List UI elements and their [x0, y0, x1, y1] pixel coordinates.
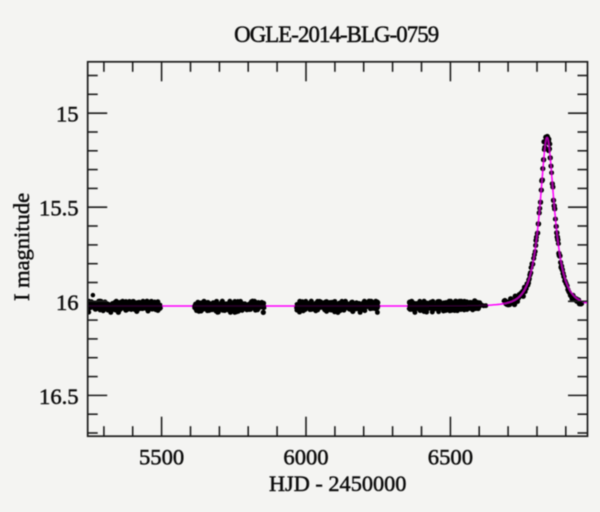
svg-text:OGLE-2014-BLG-0759: OGLE-2014-BLG-0759: [234, 22, 439, 47]
svg-text:6500: 6500: [428, 445, 473, 470]
svg-text:I magnitude: I magnitude: [9, 193, 34, 301]
svg-text:16: 16: [56, 290, 79, 315]
svg-text:5500: 5500: [139, 445, 184, 470]
svg-text:HJD - 2450000: HJD - 2450000: [269, 471, 407, 496]
svg-text:15: 15: [56, 102, 79, 127]
svg-text:6000: 6000: [283, 445, 328, 470]
svg-text:16.5: 16.5: [39, 384, 79, 409]
svg-text:15.5: 15.5: [39, 196, 79, 221]
